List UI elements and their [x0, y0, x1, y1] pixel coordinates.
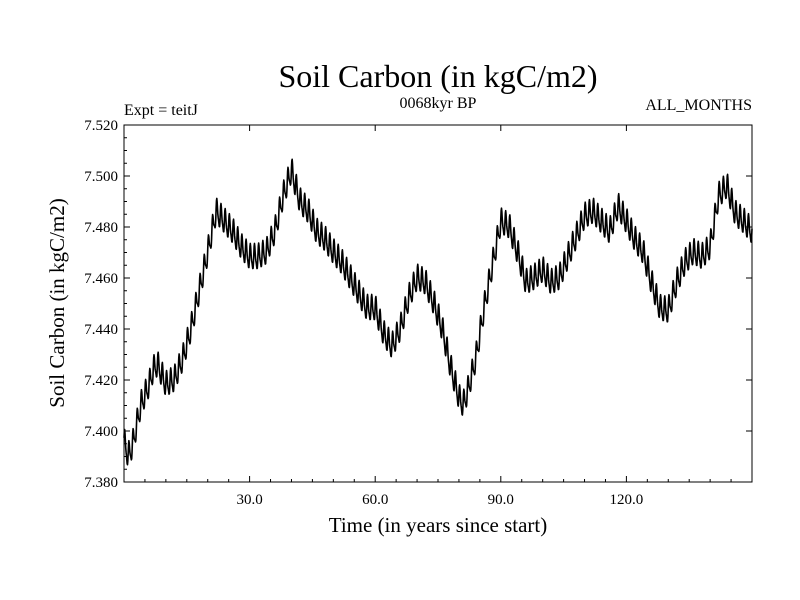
- series-line-soil-carbon: [123, 158, 753, 466]
- plot-area: 7.380 7.400 7.420 7.440 7.460 7.480 7.500 7.520…: [84, 118, 753, 508]
- series-layer: [123, 158, 753, 466]
- y-tick-label: 7.500: [84, 169, 118, 185]
- y-tick-label: 7.400: [84, 424, 118, 440]
- x-tick-label: 90.0: [488, 492, 514, 508]
- x-tick-label: 30.0: [236, 492, 262, 508]
- y-tick-label: 7.440: [84, 322, 118, 338]
- subtitle-right: ALL_MONTHS: [645, 97, 752, 114]
- subtitle-center: 0068kyr BP: [400, 95, 477, 112]
- x-axis-label: Time (in years since start): [329, 513, 548, 537]
- y-tick-label: 7.460: [84, 271, 118, 287]
- y-axis-ticks: 7.380 7.400 7.420 7.440 7.460 7.480 7.500 7.520: [84, 118, 752, 491]
- y-tick-label: 7.380: [84, 475, 118, 491]
- x-tick-label: 120.0: [610, 492, 644, 508]
- x-axis-ticks: 30.0 60.0 90.0 120.0: [144, 125, 732, 508]
- y-axis-label: Soil Carbon (in kgC/m2): [45, 198, 69, 407]
- x-tick-label: 60.0: [362, 492, 388, 508]
- subtitle-left: Expt = teitJ: [124, 102, 198, 119]
- y-tick-label: 7.480: [84, 220, 118, 236]
- chart-title: Soil Carbon (in kgC/m2): [278, 58, 597, 94]
- y-tick-label: 7.520: [84, 118, 118, 134]
- y-tick-label: 7.420: [84, 373, 118, 389]
